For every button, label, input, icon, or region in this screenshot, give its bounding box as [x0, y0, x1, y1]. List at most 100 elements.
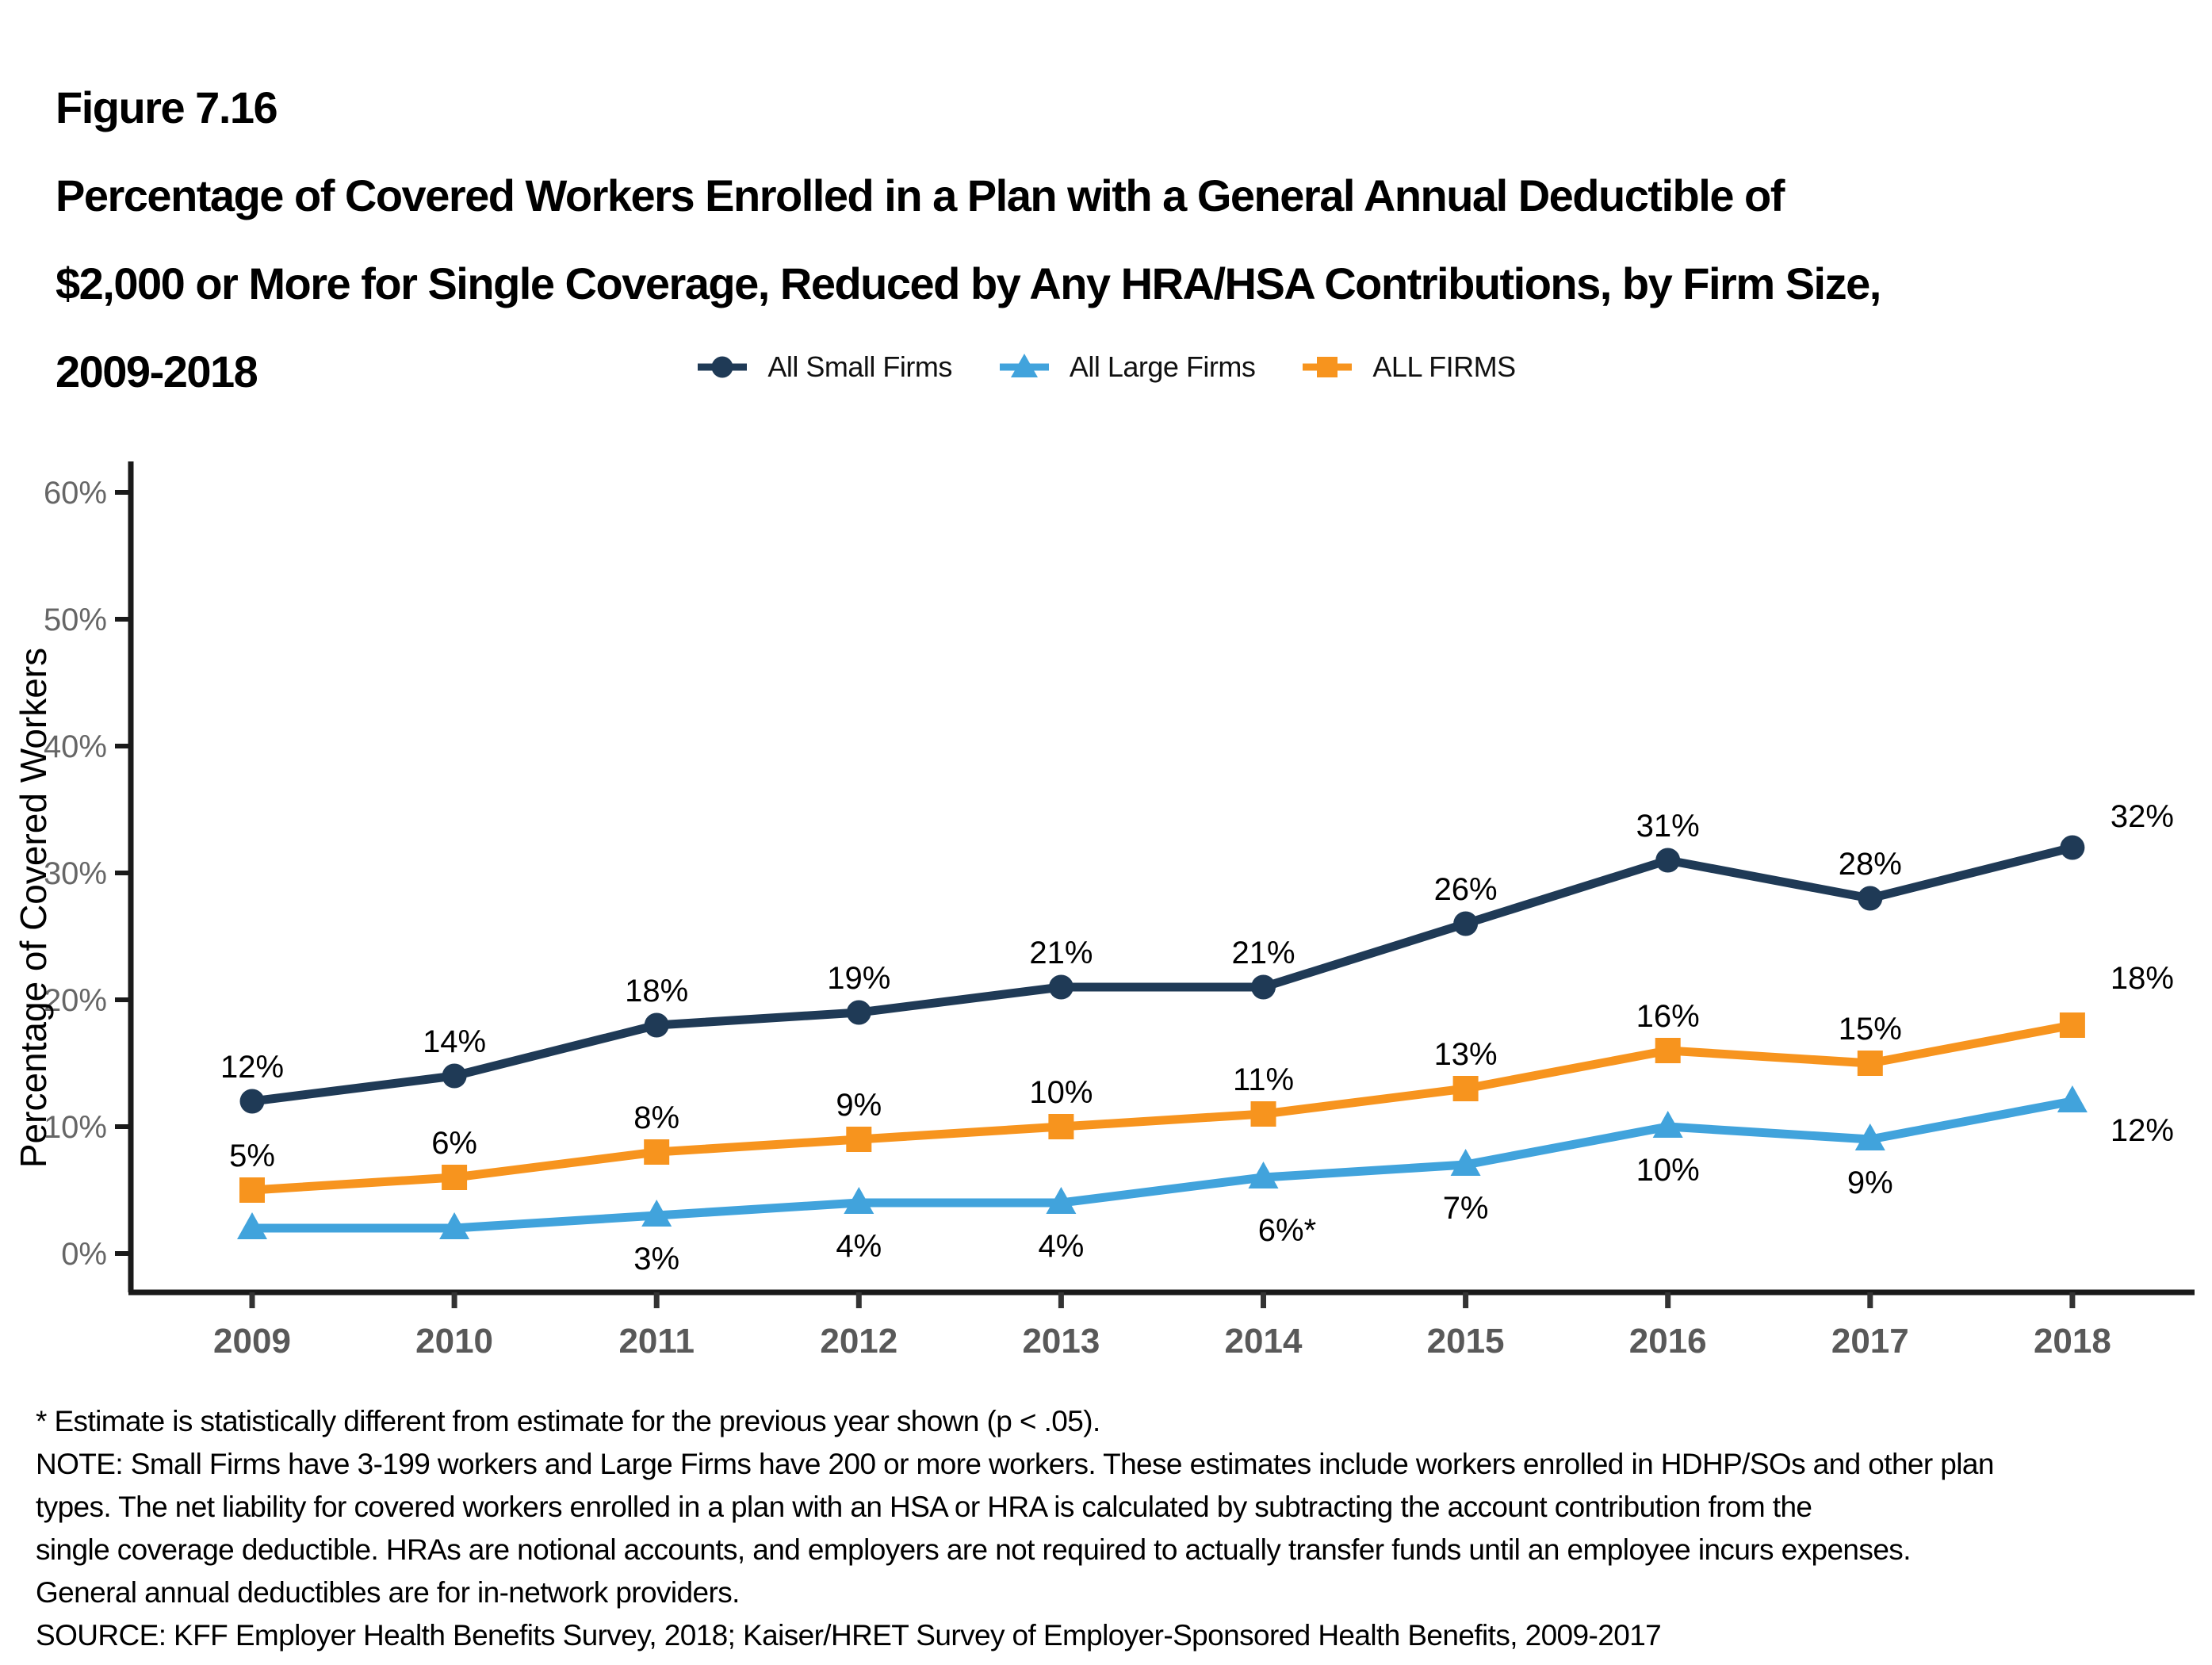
data-label: 3%: [633, 1242, 679, 1276]
source-note: SOURCE: KFF Employer Health Benefits Sur…: [36, 1619, 1662, 1652]
data-label: 6%: [431, 1126, 477, 1161]
legend-item-all-small-firms: All Small Firms: [696, 350, 952, 384]
x-tick-label: 2016: [1629, 1322, 1707, 1361]
title-line-3: 2009-2018: [55, 346, 258, 396]
title-line-1: Percentage of Covered Workers Enrolled i…: [55, 170, 1785, 220]
x-tick-label: 2015: [1427, 1322, 1505, 1361]
x-tick-label: 2018: [2034, 1322, 2111, 1361]
data-point-circle: [1251, 974, 1276, 1000]
y-tick-label: 20%: [44, 983, 107, 1018]
footnotes: * Estimate is statistically different fr…: [36, 1400, 1994, 1657]
data-label: 12%: [2111, 1113, 2174, 1148]
x-tick-label: 2009: [213, 1322, 291, 1361]
y-tick-label: 50%: [44, 603, 107, 637]
data-point-square: [1452, 1076, 1479, 1101]
legend-item-all-large-firms: All Large Firms: [998, 350, 1256, 384]
data-label: 28%: [1839, 847, 1902, 882]
x-tick-label: 2014: [1225, 1322, 1303, 1361]
data-point-triangle: [237, 1212, 267, 1239]
data-point-square: [1857, 1051, 1883, 1076]
data-point-circle: [846, 1000, 871, 1025]
series-line-all-small-firms: [247, 843, 2077, 1106]
series-line-all-large-firms: [247, 1097, 2077, 1233]
data-label: 18%: [2111, 961, 2174, 996]
data-label: 32%: [2111, 799, 2174, 834]
data-point-circle: [1858, 886, 1883, 911]
title-line-2: $2,000 or More for Single Coverage, Redu…: [55, 258, 1881, 308]
data-label: 6%*: [1258, 1213, 1316, 1248]
data-point-triangle: [2057, 1085, 2088, 1112]
data-point-triangle: [1854, 1123, 1885, 1150]
data-label: 9%: [1847, 1166, 1893, 1200]
data-point-triangle: [439, 1212, 470, 1239]
data-point-square: [442, 1165, 468, 1190]
legend-marker-square-icon: [1303, 357, 1353, 377]
data-label: 21%: [1029, 936, 1093, 970]
data-label: 19%: [827, 961, 890, 996]
data-point-square: [239, 1177, 265, 1203]
data-point-circle: [239, 1089, 265, 1114]
legend-label: ALL FIRMS: [1372, 350, 1516, 383]
data-point-circle: [644, 1012, 669, 1038]
data-point-triangle: [844, 1187, 874, 1214]
y-tick-label: 40%: [44, 729, 107, 764]
series-line-all-firms: [247, 1020, 2077, 1195]
x-tick-label: 2017: [1831, 1322, 1909, 1361]
x-tick-label: 2011: [618, 1322, 694, 1361]
x-tick-label: 2012: [820, 1322, 897, 1361]
data-label: 4%: [836, 1229, 882, 1264]
y-tick-label: 60%: [44, 476, 107, 511]
note-line: single coverage deductible. HRAs are not…: [36, 1533, 1911, 1566]
data-point-square: [1655, 1038, 1681, 1063]
figure-number: Figure 7.16: [55, 82, 278, 132]
note-line: General annual deductibles are for in-ne…: [36, 1576, 740, 1609]
data-point-circle: [2060, 835, 2085, 860]
data-label: 15%: [1839, 1012, 1902, 1047]
y-tick-label: 0%: [61, 1237, 107, 1272]
legend-marker-circle-icon: [698, 356, 748, 378]
data-point-square: [846, 1127, 872, 1152]
data-point-square: [1048, 1114, 1074, 1139]
data-label: 13%: [1434, 1037, 1498, 1072]
data-point-square: [644, 1139, 670, 1165]
legend-label: All Small Firms: [767, 350, 952, 383]
data-label: 31%: [1636, 809, 1700, 844]
note-line: NOTE: Small Firms have 3-199 workers and…: [36, 1448, 1994, 1480]
data-point-circle: [1655, 848, 1681, 873]
data-label: 9%: [836, 1088, 882, 1123]
y-axis-title: Percentage of Covered Workers: [13, 648, 54, 1168]
x-tick-label: 2010: [415, 1322, 493, 1361]
title-block: Figure 7.16 Percentage of Covered Worker…: [55, 63, 1881, 415]
data-label: 7%: [1443, 1191, 1489, 1226]
legend-marker-triangle-icon: [999, 354, 1049, 377]
data-label: 26%: [1434, 872, 1498, 907]
data-point-triangle: [1248, 1162, 1279, 1188]
data-label: 12%: [220, 1050, 284, 1085]
data-label: 16%: [1636, 999, 1700, 1034]
x-tick-label: 2013: [1022, 1322, 1100, 1361]
data-point-triangle: [1652, 1111, 1683, 1138]
data-point-circle: [1048, 974, 1073, 1000]
legend-item-all-firms: ALL FIRMS: [1301, 350, 1516, 384]
asterisk-note: * Estimate is statistically different fr…: [36, 1405, 1100, 1437]
data-label: 18%: [625, 974, 688, 1009]
data-point-square: [2059, 1012, 2085, 1038]
data-point-triangle: [641, 1200, 672, 1227]
data-label: 4%: [1038, 1229, 1084, 1264]
data-point-square: [1250, 1101, 1276, 1127]
data-label: 14%: [423, 1024, 486, 1059]
data-label: 10%: [1029, 1075, 1093, 1110]
chart-legend: All Small Firms All Large Firms ALL FIRMS: [0, 350, 2212, 384]
data-point-triangle: [1046, 1187, 1077, 1214]
data-label: 21%: [1231, 936, 1295, 970]
data-label: 11%: [1233, 1062, 1294, 1097]
data-point-triangle: [1450, 1149, 1481, 1176]
y-tick-label: 30%: [44, 856, 107, 891]
data-point-circle: [1453, 911, 1479, 936]
data-label: 10%: [1636, 1153, 1700, 1188]
data-point-circle: [442, 1063, 467, 1089]
legend-label: All Large Firms: [1069, 350, 1256, 383]
y-tick-label: 10%: [44, 1110, 107, 1145]
data-label: 5%: [229, 1139, 275, 1173]
